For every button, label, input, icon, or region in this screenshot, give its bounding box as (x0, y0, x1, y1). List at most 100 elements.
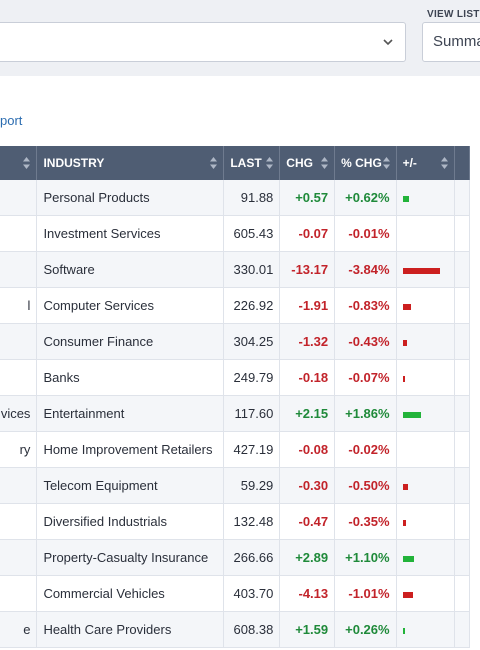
cell-chg: -1.32 (279, 323, 336, 360)
cell-plus-minus (396, 431, 456, 468)
cell-chg: +1.59 (279, 611, 336, 648)
loss-bar (402, 591, 413, 598)
report-link[interactable]: port (0, 113, 23, 128)
cell-industry[interactable]: Entertainment (36, 395, 225, 432)
loss-bar (402, 519, 406, 526)
sort-icon[interactable] (210, 157, 218, 169)
top-toolbar: VIEW LIST A Summa (0, 0, 480, 76)
cell-pct-chg: +1.86% (334, 395, 397, 432)
cell-last: 403.70 (223, 575, 281, 612)
sort-icon[interactable] (321, 157, 329, 169)
cell-last: 330.01 (223, 251, 281, 288)
cell-industry[interactable]: Commercial Vehicles (36, 575, 225, 612)
column-header-pct-chg[interactable]: % CHG (334, 146, 397, 180)
table-body: Personal Products 91.88 +0.57 +0.62% Investm… (0, 180, 470, 648)
cell-chg: -13.17 (279, 251, 336, 288)
cell-industry[interactable]: Health Care Providers (36, 611, 225, 648)
cell-last: 266.66 (223, 539, 281, 576)
table-row[interactable]: Commercial Vehicles 403.70 -4.13 -1.01% (0, 575, 470, 612)
sort-icon[interactable] (266, 157, 274, 169)
cell-industry[interactable]: Diversified Industrials (36, 503, 225, 540)
cell-name: l (0, 287, 38, 324)
cell-name: vices (0, 395, 38, 432)
column-header-industry[interactable]: INDUSTRY (36, 146, 225, 180)
cell-last: 59.29 (223, 467, 281, 504)
table-row[interactable]: Diversified Industrials 132.48 -0.47 -0.35% (0, 503, 470, 540)
sort-icon[interactable] (23, 157, 31, 169)
cell-extra (454, 503, 470, 540)
cell-extra (454, 251, 470, 288)
cell-extra (454, 180, 470, 216)
cell-pct-chg: +1.10% (334, 539, 397, 576)
table-row[interactable]: Software 330.01 -13.17 -3.84% (0, 251, 470, 288)
cell-name (0, 467, 38, 504)
cell-pct-chg: +0.26% (334, 611, 397, 648)
loss-bar (402, 339, 407, 346)
table-row[interactable]: Telecom Equipment 59.29 -0.30 -0.50% (0, 467, 470, 504)
table-row[interactable]: vices Entertainment 117.60 +2.15 +1.86% (0, 395, 470, 432)
table-row[interactable]: Consumer Finance 304.25 -1.32 -0.43% (0, 323, 470, 360)
gain-bar (402, 627, 405, 634)
cell-extra (454, 467, 470, 504)
cell-plus-minus (396, 503, 456, 540)
cell-pct-chg: +0.62% (334, 180, 397, 216)
column-header-extra (454, 146, 470, 180)
cell-last: 304.25 (223, 323, 281, 360)
cell-last: 132.48 (223, 503, 281, 540)
table-row[interactable]: l Computer Services 226.92 -1.91 -0.83% (0, 287, 470, 324)
table-row[interactable]: e Health Care Providers 608.38 +1.59 +0.26% (0, 611, 470, 648)
table-row[interactable]: Property-Casualty Insurance 266.66 +2.89 +1… (0, 539, 470, 576)
cell-pct-chg: -0.50% (334, 467, 397, 504)
cell-industry[interactable]: Investment Services (36, 215, 225, 252)
cell-industry[interactable]: Personal Products (36, 180, 225, 216)
cell-chg: -0.30 (279, 467, 336, 504)
sort-icon[interactable] (382, 157, 390, 169)
cell-pct-chg: -0.43% (334, 323, 397, 360)
loss-bar (402, 483, 408, 490)
sort-icon[interactable] (441, 157, 449, 169)
cell-industry[interactable]: Banks (36, 359, 225, 396)
cell-chg: +0.57 (279, 180, 336, 216)
cell-extra (454, 359, 470, 396)
table-row[interactable]: Banks 249.79 -0.18 -0.07% (0, 359, 470, 396)
cell-name: ry (0, 431, 38, 468)
table-row[interactable]: Personal Products 91.88 +0.57 +0.62% (0, 180, 470, 216)
cell-name (0, 575, 38, 612)
cell-extra (454, 395, 470, 432)
cell-industry[interactable]: Property-Casualty Insurance (36, 539, 225, 576)
cell-extra (454, 215, 470, 252)
cell-chg: -0.47 (279, 503, 336, 540)
view-list-select[interactable]: Summa (422, 22, 480, 62)
column-header-last[interactable]: LAST (223, 146, 281, 180)
cell-pct-chg: -0.07% (334, 359, 397, 396)
column-header-chg[interactable]: CHG (279, 146, 336, 180)
cell-name (0, 180, 38, 216)
cell-plus-minus (396, 395, 456, 432)
gain-bar (402, 411, 421, 418)
cell-name (0, 503, 38, 540)
cell-name (0, 539, 38, 576)
loss-bar (402, 303, 411, 310)
cell-industry[interactable]: Computer Services (36, 287, 225, 324)
cell-name (0, 215, 38, 252)
cell-industry[interactable]: Consumer Finance (36, 323, 225, 360)
cell-last: 91.88 (223, 180, 281, 216)
cell-industry[interactable]: Software (36, 251, 225, 288)
cell-pct-chg: -1.01% (334, 575, 397, 612)
cell-plus-minus (396, 287, 456, 324)
cell-industry[interactable]: Telecom Equipment (36, 467, 225, 504)
cell-plus-minus (396, 180, 456, 216)
table-row[interactable]: Investment Services 605.43 -0.07 -0.01% (0, 215, 470, 252)
cell-pct-chg: -0.01% (334, 215, 397, 252)
loss-bar (402, 267, 440, 274)
column-header-plus-minus[interactable]: +/- (396, 146, 456, 180)
list-select[interactable] (0, 22, 406, 62)
cell-plus-minus (396, 359, 456, 396)
cell-plus-minus (396, 575, 456, 612)
table-row[interactable]: ry Home Improvement Retailers 427.19 -0.08-… (0, 431, 470, 468)
cell-industry[interactable]: Home Improvement Retailers (36, 431, 225, 468)
cell-plus-minus (396, 467, 456, 504)
cell-last: 608.38 (223, 611, 281, 648)
cell-chg: -0.18 (279, 359, 336, 396)
column-header-name[interactable] (0, 146, 38, 180)
